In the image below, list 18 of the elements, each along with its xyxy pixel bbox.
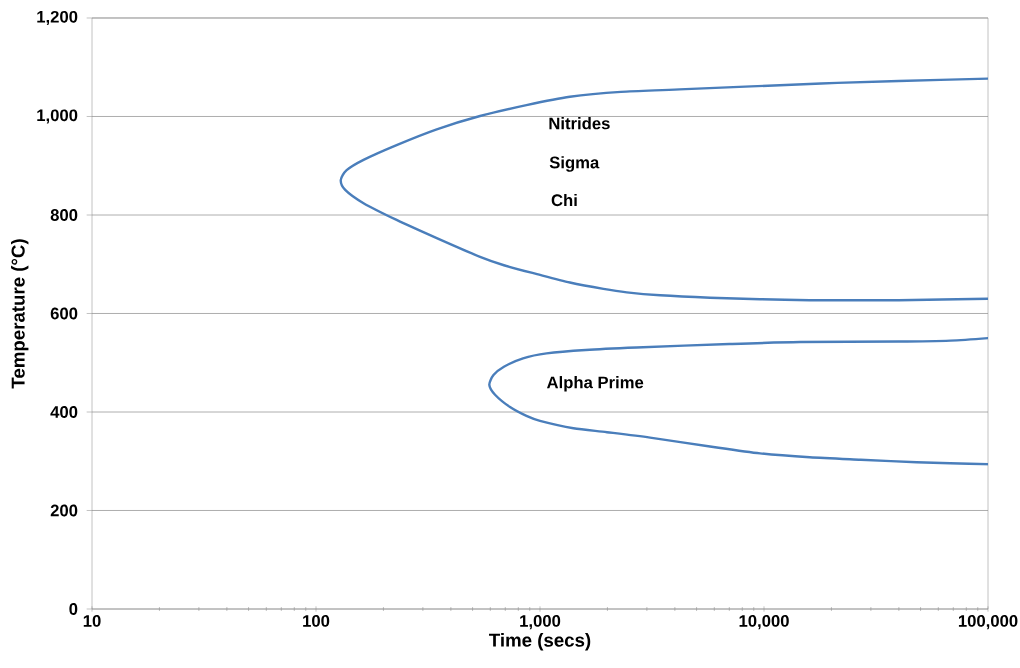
x-tick-label: 10,000 — [739, 615, 789, 630]
y-tick-label: 200 — [50, 504, 78, 517]
y-tick-label: 800 — [50, 209, 78, 221]
annotation: Alpha Prime — [546, 376, 644, 392]
x-tick-label: 10 — [83, 615, 101, 627]
annotation: Chi — [551, 193, 577, 207]
x-tick-label: 100 — [303, 615, 330, 627]
y-tick-label: 600 — [50, 307, 78, 320]
x-tick-label: 100,000 — [958, 615, 1018, 630]
y-tick-label: 1,000 — [37, 109, 78, 124]
annotation: Sigma — [549, 156, 600, 172]
x-tick-label: 1,000 — [520, 615, 561, 630]
y-tick-label: 400 — [50, 406, 78, 418]
annotation: Nitrides — [549, 117, 610, 130]
y-tick-label: 1,200 — [37, 10, 78, 26]
y-tick-label: 0 — [69, 603, 78, 615]
x-axis-title: Time (secs) — [489, 633, 591, 651]
y-axis-title: Temperature (°C) — [11, 239, 29, 389]
